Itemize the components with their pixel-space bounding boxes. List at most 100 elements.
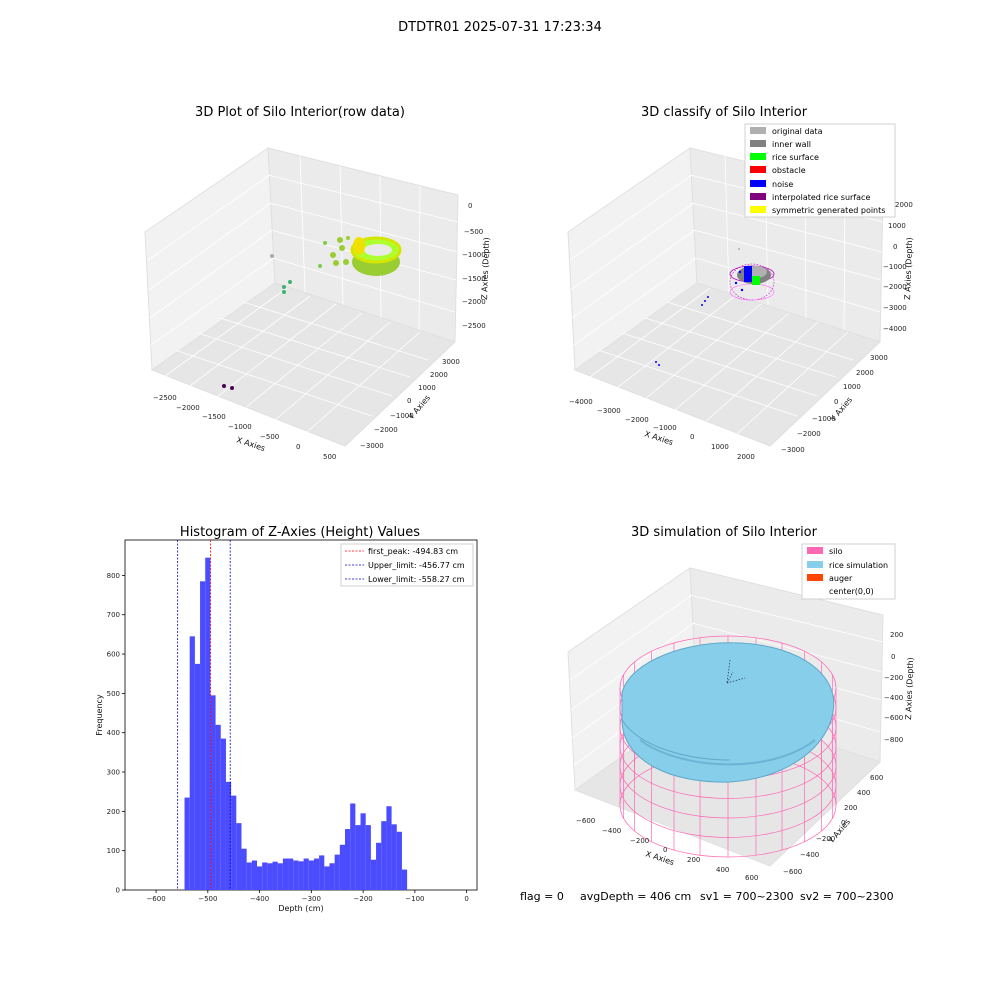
flag-text: flag = 0: [520, 890, 564, 903]
p4-legend-label: rice simulation: [829, 561, 888, 570]
hist-x-tick-label: −300: [302, 895, 321, 903]
hist-y-tick-label: 400: [107, 729, 120, 737]
hist-bar: [293, 860, 299, 890]
panel4-x-ticks: −600 −400 −200 0 200 400 600: [576, 817, 758, 882]
panel1-y-ticks: −3000 −2000 −1000 0 1000 2000 3000: [360, 358, 460, 450]
p1-y-tick: 3000: [442, 358, 460, 366]
noise-cluster: [744, 266, 752, 282]
p1-zlabel: Z Axies (Depth): [480, 237, 491, 300]
p1-y-tick: 0: [407, 397, 411, 405]
panel-classify-3d: 3D classify of Silo Interior: [567, 105, 914, 461]
p2-legend-label: interpolated rice surface: [772, 193, 870, 202]
p4-legend-swatch: [807, 561, 823, 568]
raw-point: [288, 280, 292, 284]
panel2-legend: original data inner wall rice surface ob…: [744, 123, 896, 218]
p4-y-tick: 600: [870, 774, 883, 782]
p1-x-tick: −2500: [153, 394, 177, 402]
hist-bar: [246, 862, 252, 890]
p1-x-tick: −2000: [176, 404, 200, 412]
hist-y-ticks: 0 100 200 300 400 500 600 700 800: [107, 572, 125, 895]
p4-y-tick: −200: [816, 835, 835, 843]
hist-bar: [308, 860, 314, 890]
hist-bar: [194, 663, 201, 890]
p2-z-tick: −4000: [883, 325, 907, 333]
p2-z-tick: −2000: [883, 283, 907, 291]
hist-bars: [184, 557, 408, 890]
p4-z-tick: 200: [890, 631, 903, 639]
p2-x-tick: −3000: [597, 407, 621, 415]
p2-z-tick: 1000: [888, 222, 906, 230]
p1-z-tick: −1000: [462, 251, 486, 259]
p1-y-tick: −3000: [360, 442, 384, 450]
hist-bar: [251, 860, 257, 890]
panel2-y-ticks: −3000 −2000 −1000 0 1000 2000 3000: [781, 354, 888, 454]
hist-bar: [303, 858, 309, 890]
hist-bar: [350, 803, 356, 890]
raw-point: [282, 290, 286, 294]
hist-bar: [313, 858, 320, 890]
p1-z-tick: −1500: [462, 275, 486, 283]
hist-bar: [370, 859, 377, 890]
hist-y-tick-label: 500: [107, 690, 120, 698]
panel2-floor-pane: [573, 282, 881, 447]
p4-y-tick: −600: [783, 868, 802, 876]
hist-bar: [262, 862, 268, 890]
noise-point: [738, 270, 742, 274]
auger-line: [726, 659, 731, 684]
p4-x-tick: −400: [602, 827, 621, 835]
p1-y-tick: 2000: [430, 371, 448, 379]
hist-y-tick-label: 700: [107, 611, 120, 619]
p2-ylabel: Y Axies: [828, 395, 854, 424]
p2-y-tick: 0: [834, 398, 838, 406]
panel-simulation-3d: 3D simulation of Silo Interior silo: [567, 525, 915, 882]
hist-bar: [231, 795, 237, 890]
rice-simulation-surface: [621, 642, 835, 783]
raw-point: [323, 241, 327, 245]
panel4-title: 3D simulation of Silo Interior: [631, 525, 818, 540]
hist-bar: [236, 823, 242, 890]
hist-x-ticks: −600 −500 −400 −300 −200 −100 0: [146, 890, 469, 903]
p4-x-tick: 200: [687, 856, 700, 864]
p4-x-tick: −200: [630, 837, 649, 845]
hist-x-tick-label: −400: [250, 895, 269, 903]
panel2-x-ticks: −4000 −3000 −2000 −1000 0 1000 2000: [569, 398, 755, 461]
hist-legend-label: first_peak: -494.83 cm: [368, 547, 458, 556]
hist-bar: [376, 842, 382, 890]
p2-legend-label: inner wall: [772, 140, 811, 149]
status-info-line: flag = 0 avgDepth = 406 cm sv1 = 700~230…: [520, 890, 894, 903]
p2-x-tick: −4000: [569, 398, 593, 406]
hist-bar: [391, 824, 397, 890]
p4-z-tick: −200: [884, 674, 903, 682]
hist-x-tick-label: −200: [354, 895, 373, 903]
hist-bar: [360, 813, 366, 890]
p2-y-tick: 1000: [843, 383, 861, 391]
raw-ring-highlight: [353, 237, 365, 255]
hist-y-tick-label: 0: [116, 887, 120, 895]
hist-bar: [241, 848, 247, 890]
p4-x-tick: 600: [745, 874, 758, 882]
sv2-text: sv2 = 700~2300: [800, 890, 894, 903]
hist-y-tick-label: 800: [107, 572, 120, 580]
avg-depth-text: avgDepth = 406 cm: [580, 890, 691, 903]
p1-x-tick: −1000: [228, 423, 252, 431]
hist-bar: [257, 866, 263, 890]
p2-y-tick: −1000: [812, 415, 836, 423]
p2-legend-swatch: [750, 193, 766, 200]
p4-y-tick: 0: [841, 819, 845, 827]
panel-histogram: Histogram of Z-Axies (Height) Values −60…: [95, 525, 478, 913]
p4-legend-label: silo: [829, 547, 843, 556]
hist-bar: [200, 581, 206, 890]
noise-point: [707, 296, 709, 298]
hist-bar: [319, 855, 325, 890]
hist-bar: [282, 858, 289, 890]
auger: [726, 659, 746, 684]
p2-y-tick: −2000: [797, 430, 821, 438]
raw-point: [330, 252, 336, 258]
p4-legend-swatch: [807, 547, 823, 554]
hist-title: Histogram of Z-Axies (Height) Values: [180, 525, 420, 540]
hist-bar: [272, 861, 278, 890]
p2-legend-swatch: [750, 180, 766, 187]
rice-surface-shade: [639, 739, 816, 766]
hist-ylabel: Frequency: [95, 694, 104, 736]
panel1-title: 3D Plot of Silo Interior(row data): [195, 105, 405, 120]
